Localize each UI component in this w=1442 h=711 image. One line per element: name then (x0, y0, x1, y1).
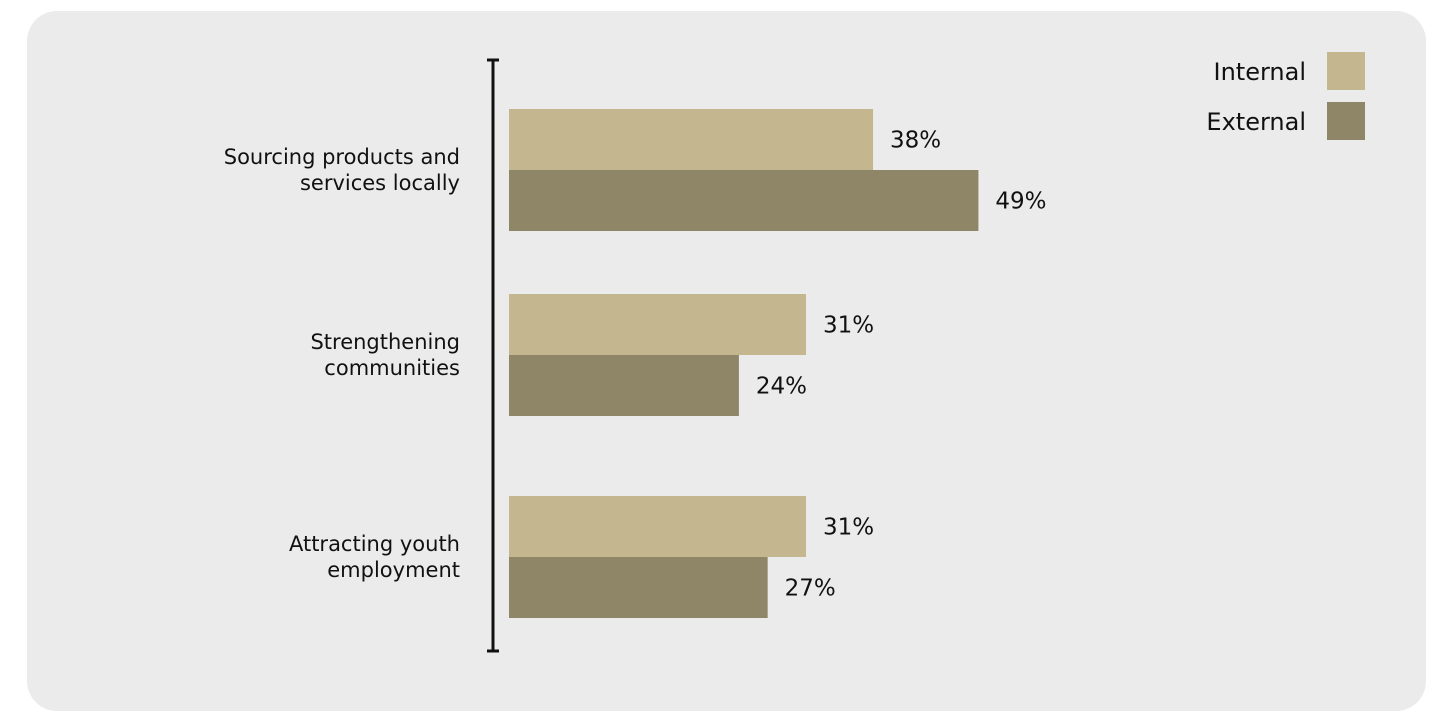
legend-label-internal: Internal (1214, 58, 1307, 86)
bar-external-1 (509, 170, 979, 231)
value-label-external-2: 24% (756, 374, 807, 400)
bar-internal-2 (509, 294, 806, 355)
bar-internal-3 (509, 496, 806, 557)
category-label-3: Attracting youth employment (289, 532, 460, 582)
category-label-1: Sourcing products and services locally (224, 145, 460, 195)
legend-swatch-internal (1327, 52, 1365, 90)
bar-internal-1 (509, 109, 874, 170)
category-label-2: Strengthening communities (310, 330, 460, 380)
bars (509, 109, 979, 618)
value-label-external-1: 49% (995, 189, 1046, 215)
category-labels: Sourcing products and services locally Str… (224, 145, 460, 582)
value-label-internal-3: 31% (823, 515, 874, 541)
value-labels: 38% 49% 31% 24% 31% 27% (756, 128, 1047, 602)
value-label-internal-2: 31% (823, 313, 874, 339)
category-axis (487, 58, 499, 653)
value-label-internal-1: 38% (890, 128, 941, 154)
value-label-external-3: 27% (785, 576, 836, 602)
legend: Internal External (1206, 52, 1365, 140)
legend-swatch-external (1327, 102, 1365, 140)
bar-external-3 (509, 557, 768, 618)
bar-external-2 (509, 355, 739, 416)
legend-label-external: External (1206, 108, 1306, 136)
bar-chart: 38% 49% 31% 24% 31% 27% Sourcing products and… (224, 52, 1365, 653)
